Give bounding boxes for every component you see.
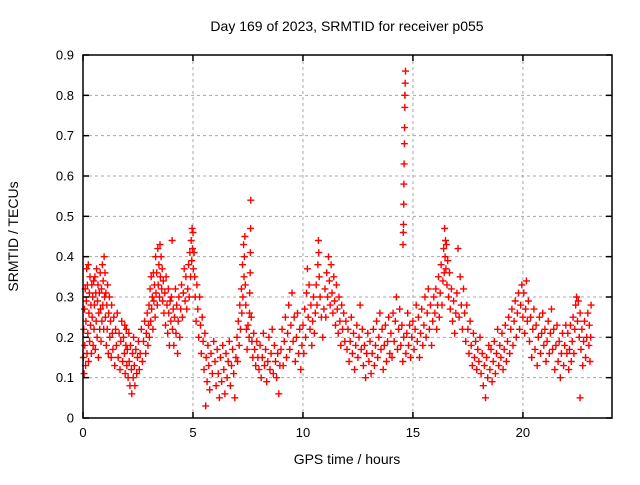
y-tick-label: 0.2	[56, 330, 74, 345]
y-tick-label: 0.4	[56, 249, 74, 264]
axis-tick-marks	[82, 54, 612, 419]
y-axis-label: SRMTID / TECUs	[5, 181, 21, 291]
x-tick-label: 10	[296, 425, 310, 440]
y-tick-label: 0.3	[56, 290, 74, 305]
y-tick-label: 0.9	[56, 48, 74, 63]
y-tick-label: 0.1	[56, 370, 74, 385]
chart-title: Day 169 of 2023, SRMTID for receiver p05…	[210, 18, 483, 34]
y-tick-label: 0.8	[56, 88, 74, 103]
y-tick-label: 0.6	[56, 169, 74, 184]
y-tick-label: 0	[67, 411, 74, 426]
x-tick-label: 5	[189, 425, 196, 440]
x-tick-label: 15	[406, 425, 420, 440]
x-tick-label: 0	[79, 425, 86, 440]
plot-border	[82, 54, 613, 419]
y-tick-labels: 0 0.1 0.2 0.3 0.4 0.5 0.6 0.7 0.8 0.9	[56, 48, 74, 426]
y-tick-label: 0.5	[56, 209, 74, 224]
x-tick-labels: 0 5 10 15 20	[79, 425, 530, 440]
x-tick-label: 20	[516, 425, 530, 440]
x-axis-label: GPS time / hours	[294, 451, 401, 467]
y-tick-label: 0.7	[56, 128, 74, 143]
